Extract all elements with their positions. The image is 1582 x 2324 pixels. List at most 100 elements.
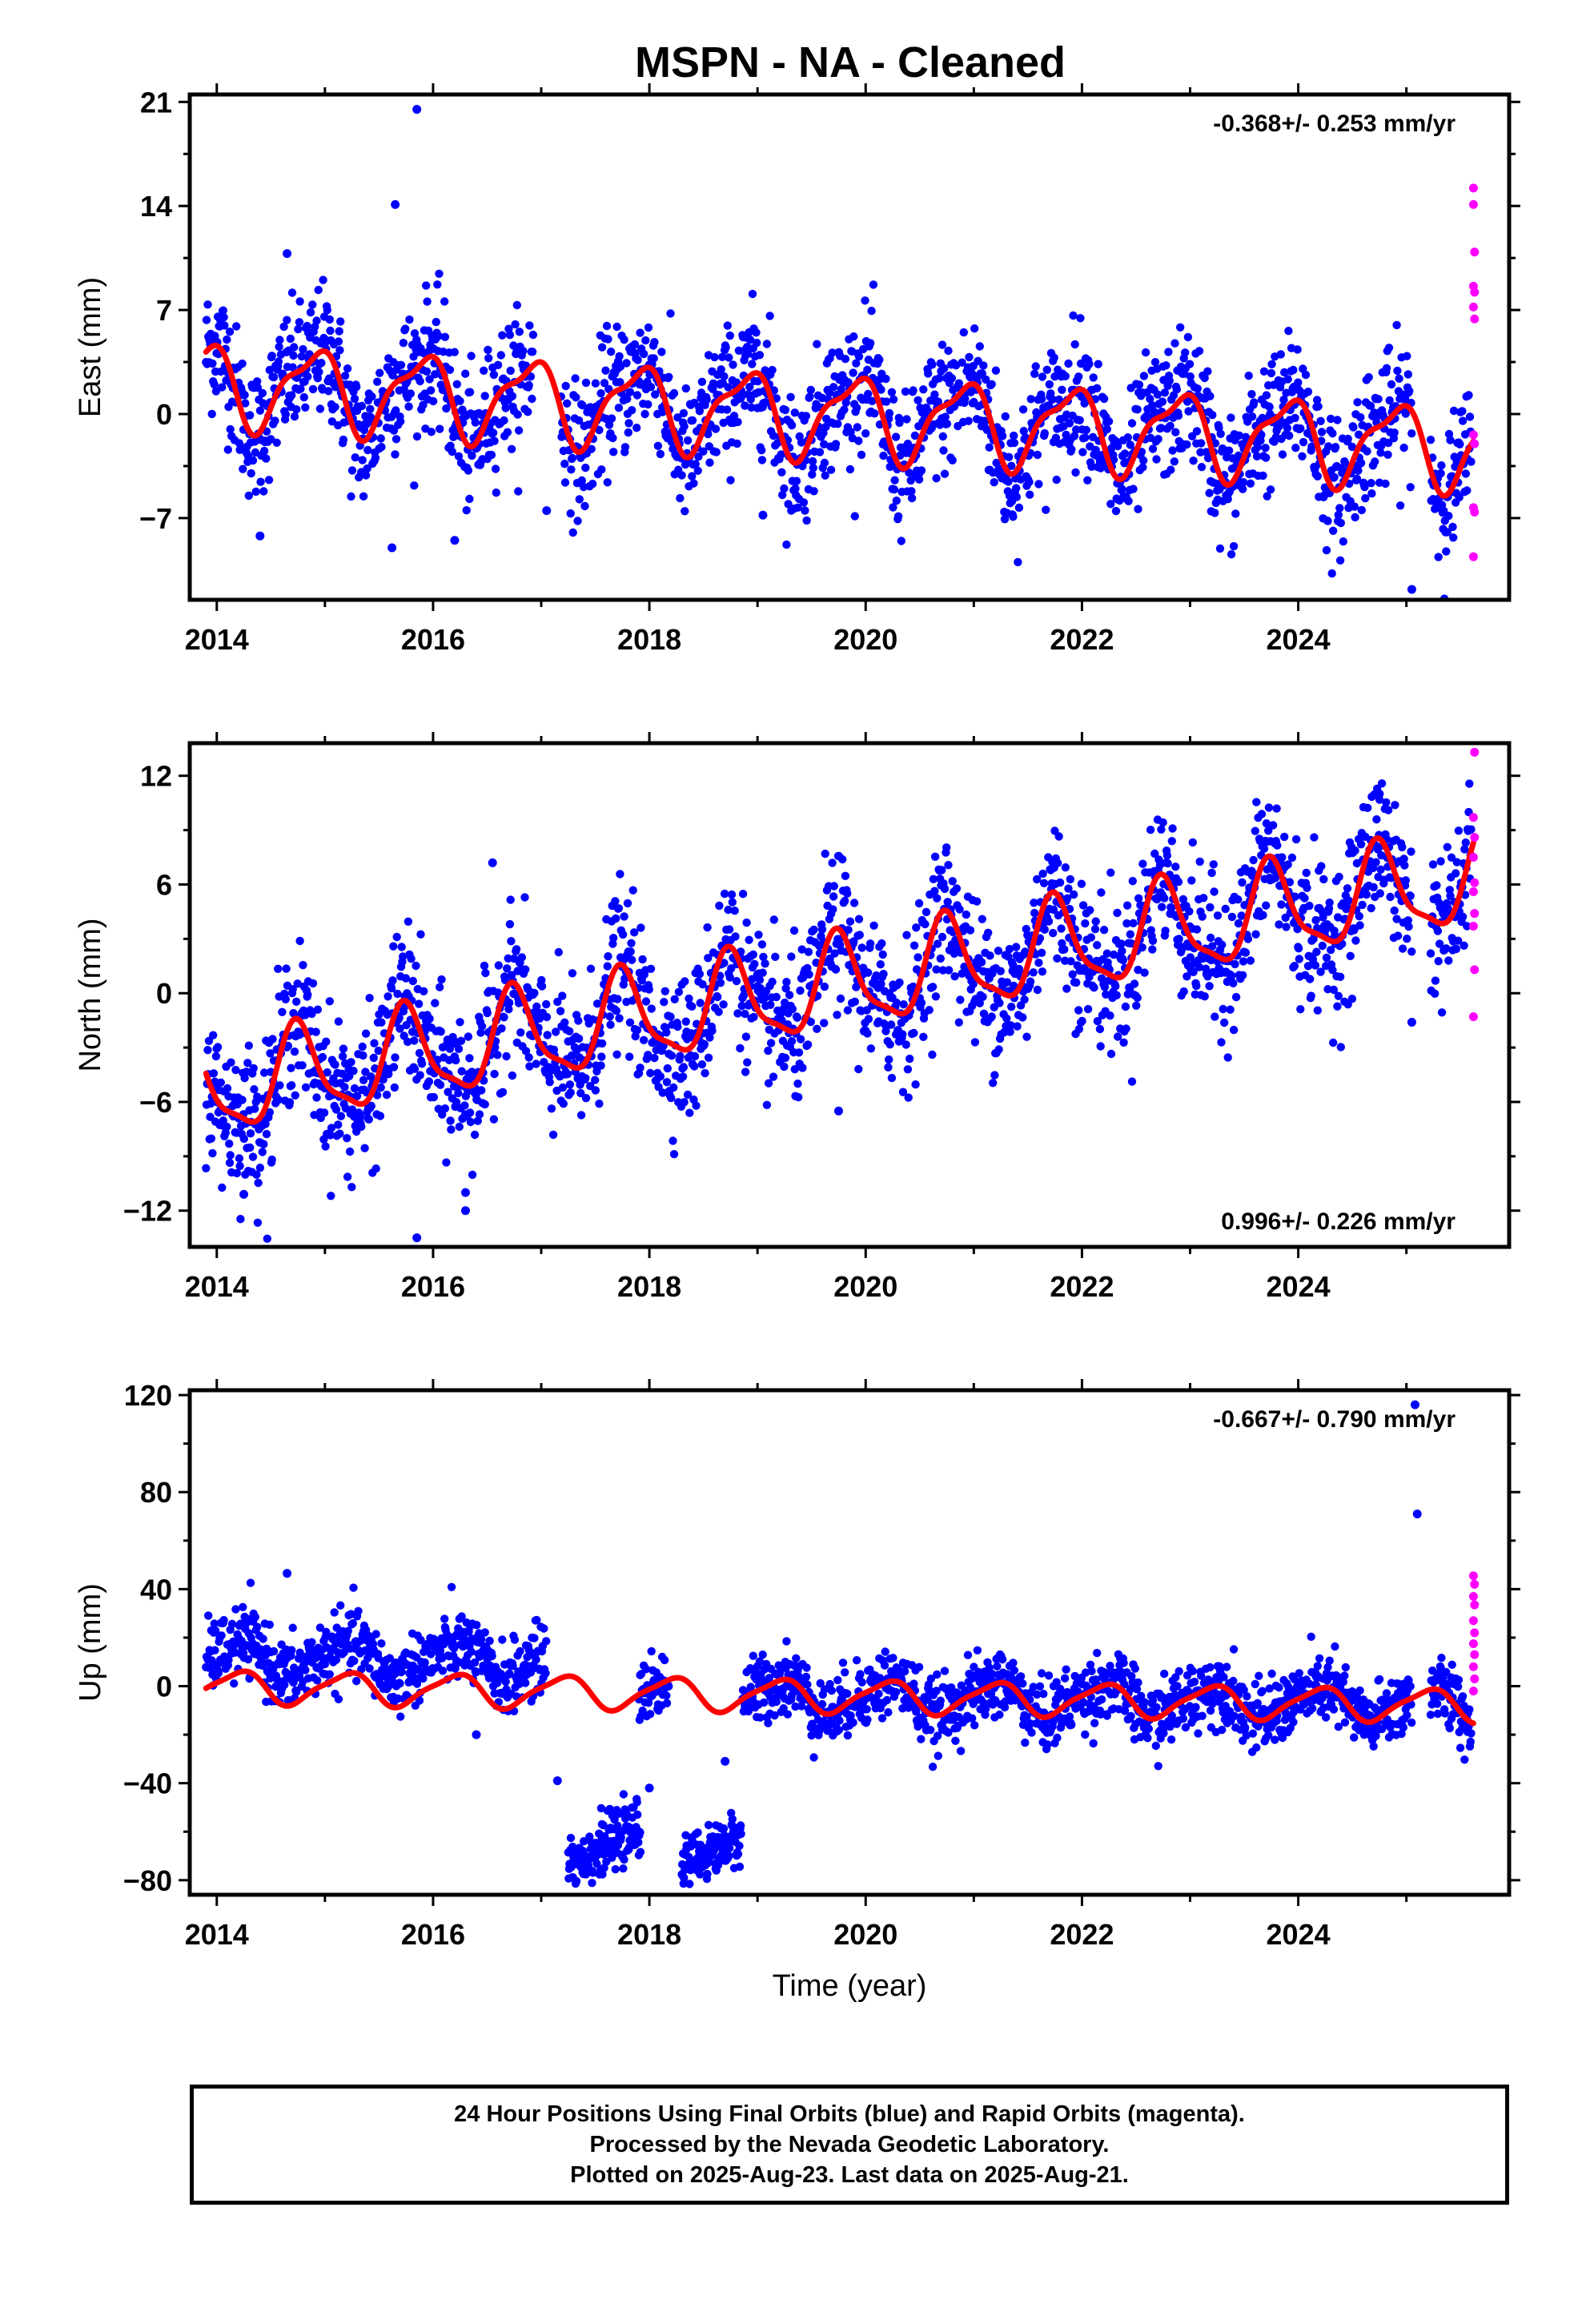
final-orbit-point — [913, 396, 922, 404]
final-orbit-point — [815, 448, 825, 456]
final-orbit-point — [670, 995, 679, 1004]
final-orbit-point — [866, 1044, 876, 1053]
final-orbit-point — [630, 340, 640, 349]
final-orbit-point — [646, 1710, 655, 1719]
final-orbit-point — [268, 1035, 277, 1043]
final-orbit-point — [1299, 437, 1308, 447]
final-orbit-point — [875, 356, 884, 364]
final-orbit-point — [989, 468, 998, 477]
final-orbit-point — [921, 907, 931, 917]
final-orbit-point — [542, 1637, 551, 1646]
final-orbit-point — [1095, 1024, 1105, 1034]
final-orbit-point — [1347, 442, 1357, 452]
final-orbit-point — [737, 392, 746, 400]
final-orbit-point — [959, 328, 969, 337]
final-orbit-point — [403, 1037, 412, 1047]
final-orbit-outlier — [412, 1233, 422, 1243]
final-orbit-point — [909, 386, 917, 395]
final-orbit-point — [581, 463, 590, 472]
final-orbit-point — [1033, 875, 1042, 884]
final-orbit-point — [280, 1680, 289, 1689]
final-orbit-point — [496, 351, 505, 360]
final-orbit-point — [1178, 895, 1188, 904]
final-orbit-point — [487, 450, 496, 460]
final-orbit-point — [952, 884, 962, 893]
final-orbit-point — [1317, 907, 1327, 916]
final-orbit-point — [961, 394, 970, 404]
final-orbit-point — [1083, 476, 1092, 485]
final-orbit-point — [1335, 972, 1345, 982]
final-orbit-point — [1313, 472, 1323, 480]
final-orbit-point — [647, 1004, 656, 1013]
final-orbit-point — [382, 1090, 391, 1100]
final-orbit-point — [1195, 963, 1204, 971]
final-orbit-point — [793, 1013, 801, 1023]
final-orbit-point — [581, 1094, 591, 1103]
final-orbit-point — [772, 992, 781, 1002]
rapid-orbit-point — [1468, 430, 1478, 440]
final-orbit-point — [1138, 463, 1147, 472]
final-orbit-point — [821, 422, 830, 432]
final-orbit-point — [657, 348, 666, 356]
final-orbit-point — [508, 1662, 517, 1671]
final-orbit-point — [1093, 941, 1102, 950]
final-orbit-outlier — [412, 105, 422, 115]
final-orbit-point — [966, 926, 975, 935]
final-orbit-point — [796, 986, 805, 995]
final-orbit-point — [371, 1164, 380, 1173]
final-orbit-point — [528, 330, 538, 340]
final-orbit-point — [677, 471, 686, 480]
final-orbit-point — [782, 978, 791, 987]
final-orbit-point — [728, 898, 737, 907]
final-orbit-point — [563, 399, 572, 408]
final-orbit-point — [281, 995, 290, 1004]
final-orbit-point — [489, 370, 499, 380]
final-orbit-point — [743, 349, 753, 359]
final-orbit-point — [613, 995, 622, 1003]
final-orbit-point — [519, 347, 528, 356]
final-orbit-point — [1261, 444, 1270, 452]
final-orbit-point — [595, 425, 604, 435]
final-orbit-point — [290, 1047, 299, 1056]
final-orbit-point — [725, 331, 734, 340]
final-orbit-point — [948, 877, 957, 886]
y-tick-label: −6 — [139, 1086, 172, 1119]
final-orbit-point — [503, 964, 512, 973]
final-orbit-point — [1353, 398, 1362, 407]
final-orbit-point — [369, 1053, 378, 1063]
final-orbit-point — [1294, 944, 1303, 953]
final-orbit-point — [287, 1081, 296, 1090]
final-orbit-point — [1302, 868, 1311, 878]
final-orbit-point — [1433, 927, 1443, 935]
final-orbit-point — [1454, 826, 1464, 835]
final-orbit-point — [1050, 372, 1059, 381]
final-orbit-point — [521, 1679, 530, 1687]
final-orbit-point — [262, 454, 271, 463]
final-orbit-point — [933, 939, 942, 948]
final-orbit-point — [1349, 423, 1358, 432]
final-orbit-point — [1405, 387, 1414, 396]
final-orbit-point — [1265, 403, 1274, 412]
final-orbit-point — [603, 962, 612, 971]
final-orbit-point — [624, 419, 633, 428]
final-orbit-point — [1392, 320, 1401, 330]
final-orbit-point — [987, 380, 996, 388]
final-orbit-point — [514, 426, 524, 435]
final-orbit-point — [1284, 327, 1293, 336]
final-orbit-point — [1382, 798, 1391, 807]
final-orbit-point — [1467, 457, 1476, 466]
final-orbit-point — [1437, 1008, 1447, 1017]
final-orbit-point — [298, 1061, 307, 1070]
final-orbit-point — [1018, 405, 1028, 414]
final-orbit-point — [1229, 541, 1239, 551]
final-orbit-point — [829, 892, 838, 901]
final-orbit-point — [632, 391, 642, 400]
final-orbit-point — [1465, 412, 1475, 421]
final-orbit-point — [625, 388, 635, 396]
final-orbit-point — [1179, 987, 1188, 996]
final-orbit-point — [406, 389, 415, 398]
final-orbit-point — [266, 1049, 275, 1058]
final-orbit-point — [1259, 844, 1269, 853]
final-orbit-point — [640, 409, 649, 419]
